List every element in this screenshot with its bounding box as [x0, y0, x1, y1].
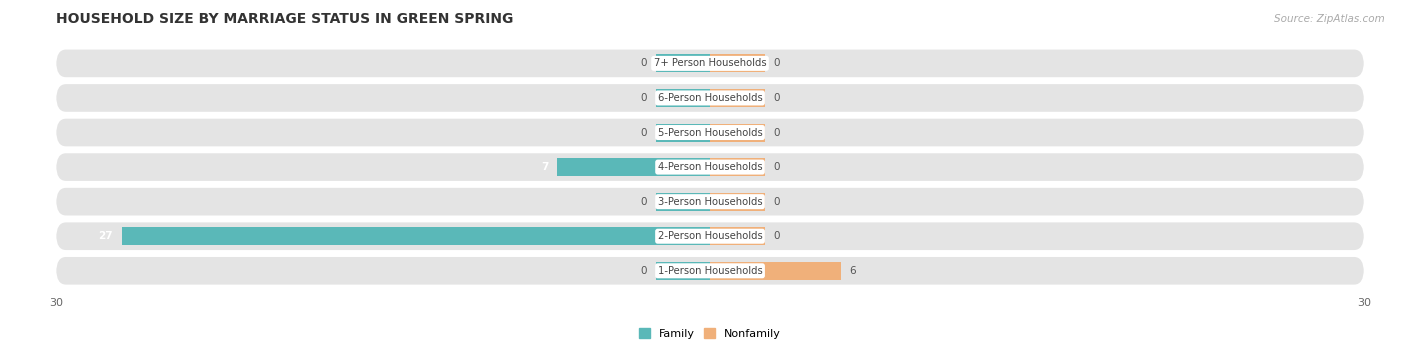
Bar — [558, 158, 710, 176]
FancyBboxPatch shape — [56, 188, 1364, 216]
Text: 4-Person Households: 4-Person Households — [658, 162, 762, 172]
Text: 0: 0 — [773, 231, 780, 241]
Text: 5-Person Households: 5-Person Households — [658, 128, 762, 137]
Text: 0: 0 — [640, 266, 647, 276]
Text: 0: 0 — [773, 93, 780, 103]
Bar — [710, 89, 765, 107]
Text: 0: 0 — [773, 197, 780, 207]
Bar — [122, 227, 710, 245]
Text: 0: 0 — [773, 162, 780, 172]
Bar — [710, 193, 765, 211]
Text: 0: 0 — [640, 93, 647, 103]
Text: 6-Person Households: 6-Person Households — [658, 93, 762, 103]
Text: 7: 7 — [541, 162, 548, 172]
Bar — [655, 193, 710, 211]
Text: 0: 0 — [640, 197, 647, 207]
Bar — [655, 123, 710, 142]
Text: 0: 0 — [773, 58, 780, 69]
Text: 6: 6 — [849, 266, 856, 276]
Bar — [655, 55, 710, 72]
Bar — [710, 123, 765, 142]
Bar — [710, 262, 841, 280]
Text: Source: ZipAtlas.com: Source: ZipAtlas.com — [1274, 14, 1385, 24]
FancyBboxPatch shape — [56, 84, 1364, 112]
Text: 0: 0 — [773, 128, 780, 137]
Bar — [710, 55, 765, 72]
Bar — [710, 158, 765, 176]
Bar — [655, 89, 710, 107]
FancyBboxPatch shape — [56, 257, 1364, 285]
Legend: Family, Nonfamily: Family, Nonfamily — [634, 324, 786, 341]
Text: 1-Person Households: 1-Person Households — [658, 266, 762, 276]
FancyBboxPatch shape — [56, 119, 1364, 146]
Text: 2-Person Households: 2-Person Households — [658, 231, 762, 241]
FancyBboxPatch shape — [56, 49, 1364, 77]
Text: 27: 27 — [98, 231, 112, 241]
FancyBboxPatch shape — [56, 222, 1364, 250]
Bar — [710, 227, 765, 245]
Text: 0: 0 — [640, 128, 647, 137]
Bar — [655, 262, 710, 280]
Text: 7+ Person Households: 7+ Person Households — [654, 58, 766, 69]
Text: 3-Person Households: 3-Person Households — [658, 197, 762, 207]
FancyBboxPatch shape — [56, 153, 1364, 181]
Text: HOUSEHOLD SIZE BY MARRIAGE STATUS IN GREEN SPRING: HOUSEHOLD SIZE BY MARRIAGE STATUS IN GRE… — [56, 12, 513, 26]
Text: 0: 0 — [640, 58, 647, 69]
